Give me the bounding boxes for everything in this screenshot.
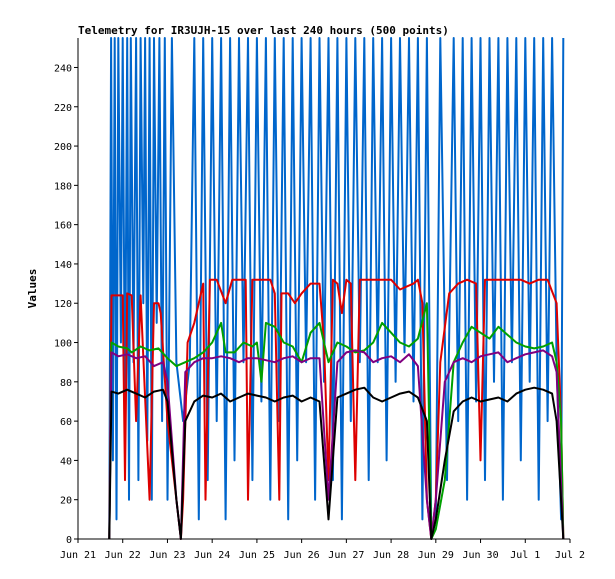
y-tick-label: 220	[54, 103, 72, 114]
y-tick-label: 100	[54, 339, 72, 350]
x-tick-label: Jun 30	[462, 550, 498, 561]
x-axis-ticks: Jun 21 Jun 22 Jun 23 Jun 24 Jun 25 Jun 26 Jun …	[60, 539, 585, 561]
y-tick-label: 60	[60, 417, 72, 428]
y-tick-label: 200	[54, 142, 72, 153]
x-tick-label: Jun 22	[105, 550, 141, 561]
x-tick-label: Jun 29	[418, 550, 454, 561]
x-tick-label: Jun 21	[60, 550, 96, 561]
x-tick-label: Jun 25	[239, 550, 275, 561]
y-tick-label: 80	[60, 378, 72, 389]
x-tick-label: Jul 2	[555, 550, 585, 561]
x-tick-label: Jun 23	[149, 550, 185, 561]
series-layer	[108, 37, 565, 540]
y-tick-label: 0	[66, 535, 72, 546]
x-tick-label: Jun 26	[284, 550, 320, 561]
y-axis-label: Values	[26, 269, 39, 309]
y-tick-label: 20	[60, 496, 72, 507]
x-tick-label: Jun 27	[328, 550, 364, 561]
series-line-red	[108, 278, 565, 540]
y-tick-label: 160	[54, 221, 72, 232]
x-tick-label: Jul 1	[510, 550, 540, 561]
series-line-black	[108, 386, 565, 540]
series-line-blue	[108, 37, 565, 540]
y-axis-ticks: 0 20 40 60 80 100 120 140 160 180 200 220 240	[54, 63, 78, 546]
y-tick-label: 40	[60, 456, 72, 467]
series-line-green	[108, 302, 565, 540]
x-tick-label: Jun 28	[373, 550, 409, 561]
y-tick-label: 120	[54, 299, 72, 310]
x-tick-label: Jun 24	[194, 550, 230, 561]
y-tick-label: 240	[54, 63, 72, 74]
y-tick-label: 180	[54, 181, 72, 192]
chart-title: Telemetry for IR3UJH-15 over last 240 ho…	[78, 24, 449, 37]
y-tick-label: 140	[54, 260, 72, 271]
